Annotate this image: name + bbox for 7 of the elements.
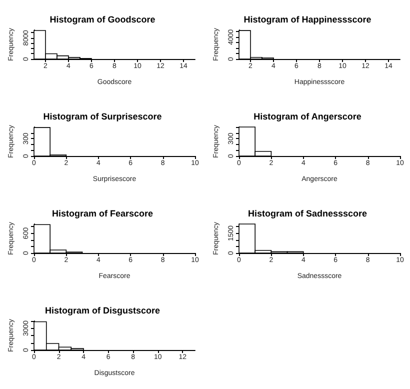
chart-title: Histogram of Fearscore [52,208,154,218]
chart-title: Histogram of Angerscore [254,112,362,122]
chart-title: Histogram of Sadnessscore [248,208,368,218]
chart-title: Histogram of Goodscore [50,14,156,24]
chart-title: Histogram of Disgustscore [44,306,160,316]
chart-title: Histogram of Happinessscore [244,14,372,24]
chart-title: Histogram of Surprisescore [43,112,162,122]
